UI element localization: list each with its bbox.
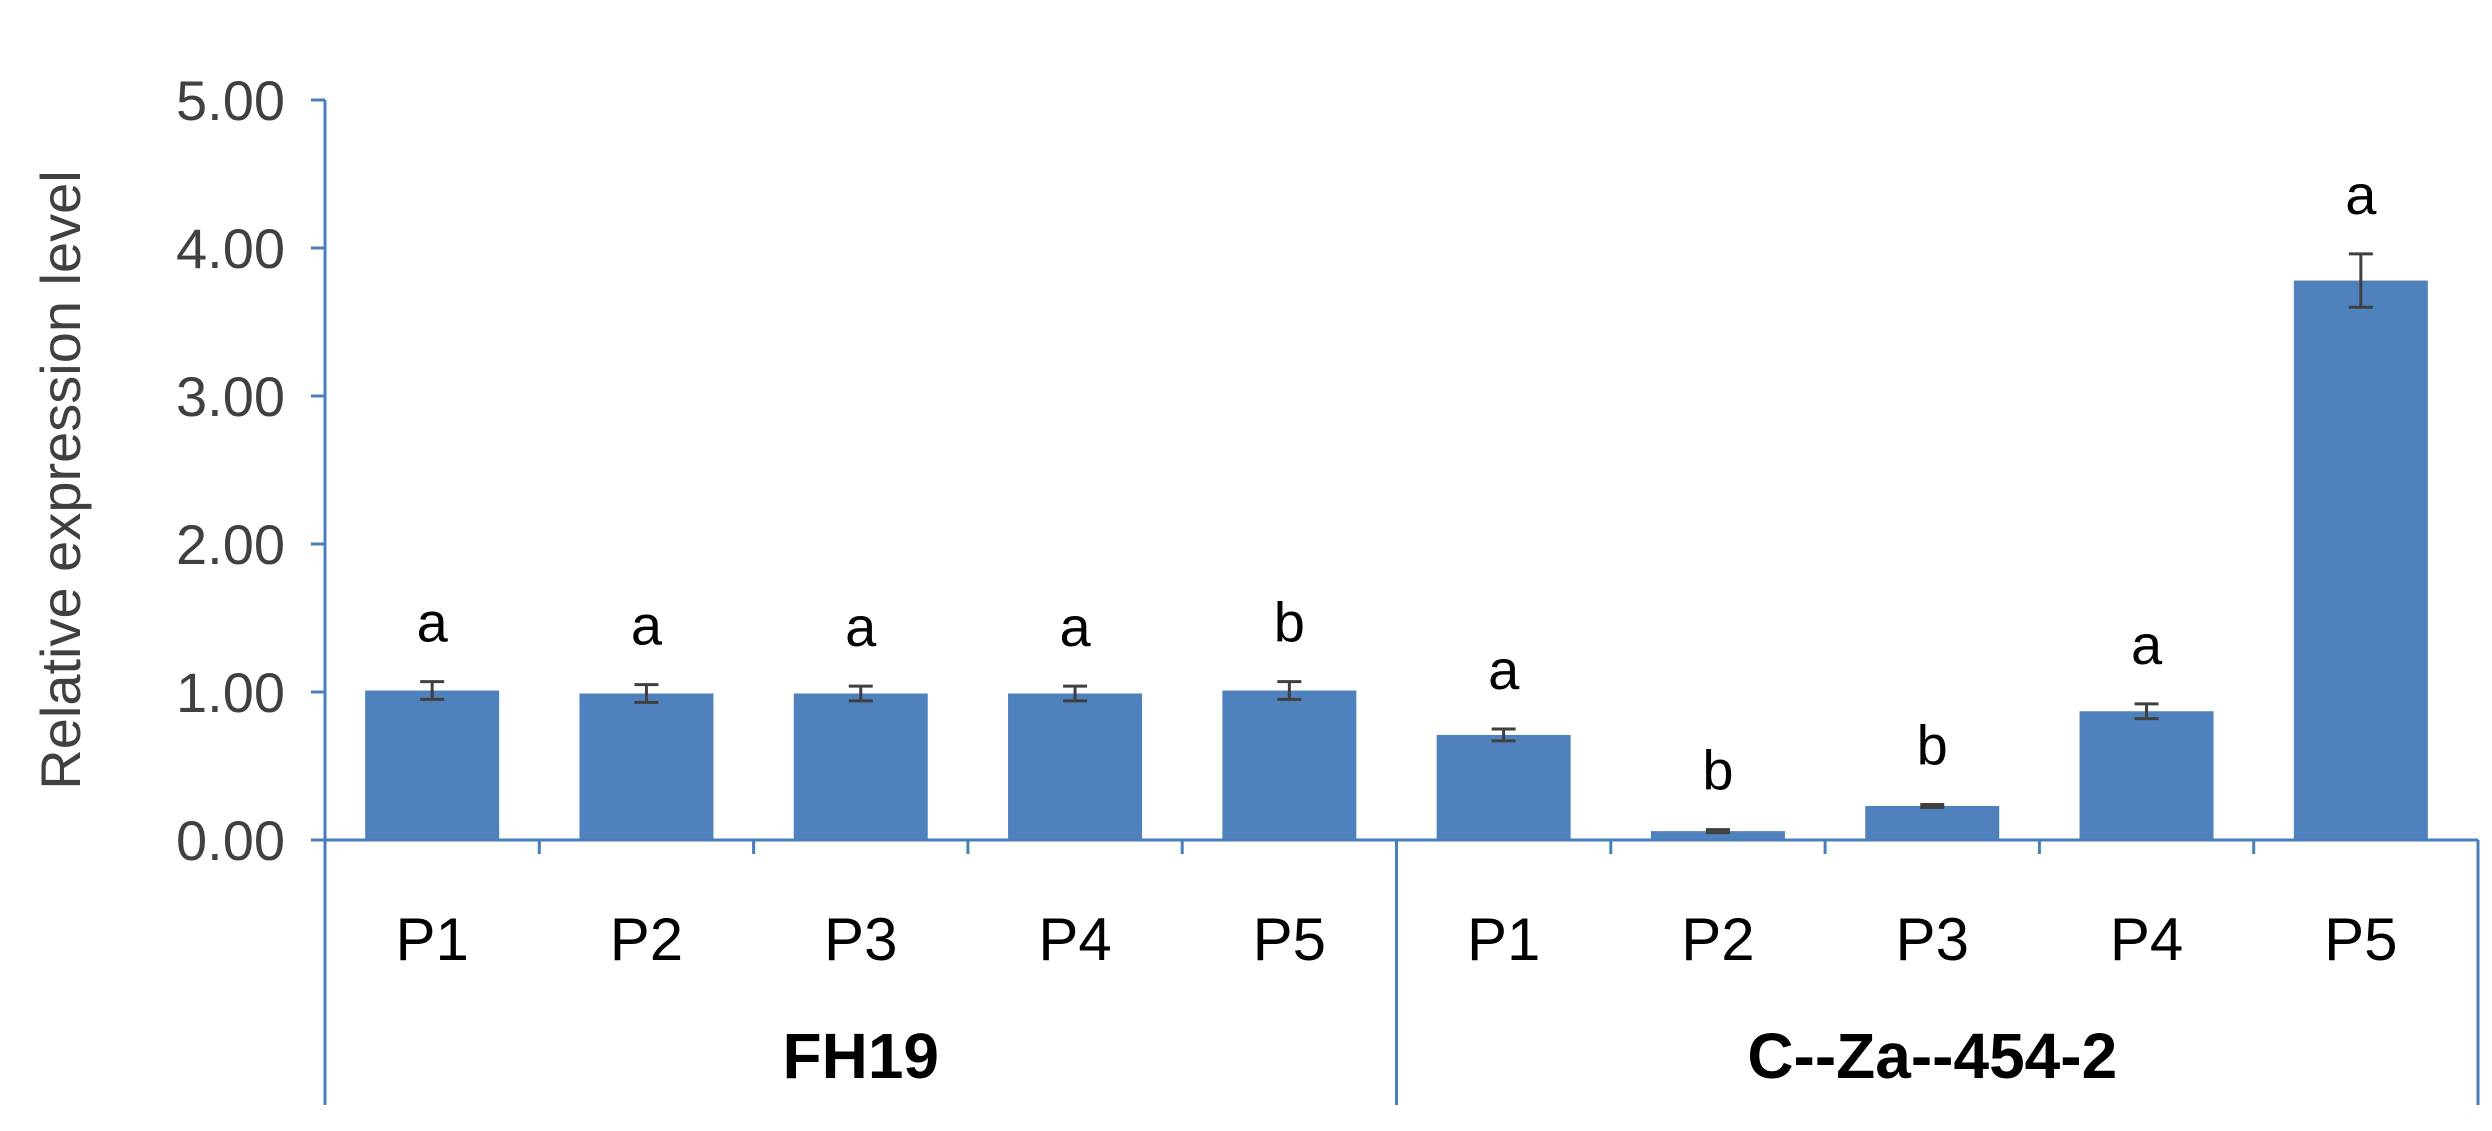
y-tick-label: 3.00 bbox=[176, 365, 285, 428]
category-label: P1 bbox=[1467, 906, 1540, 973]
y-tick-label: 4.00 bbox=[176, 217, 285, 280]
category-label: P3 bbox=[1896, 906, 1969, 973]
category-label: P5 bbox=[1253, 906, 1326, 973]
category-label: P2 bbox=[1681, 906, 1754, 973]
bar bbox=[365, 690, 500, 840]
bar bbox=[1436, 734, 1571, 840]
category-label: P2 bbox=[610, 906, 683, 973]
group-labels: FH19 C--Za--454-2 bbox=[783, 1020, 2118, 1092]
significance-letter: b bbox=[1702, 739, 1733, 802]
error-bars bbox=[420, 252, 2373, 835]
category-label: P5 bbox=[2324, 906, 2397, 973]
category-label: P3 bbox=[824, 906, 897, 973]
bar bbox=[2293, 280, 2428, 840]
y-tick-label: 2.00 bbox=[176, 513, 285, 576]
significance-letter: b bbox=[1274, 591, 1305, 654]
category-label: P1 bbox=[395, 906, 468, 973]
significance-letter: a bbox=[2131, 613, 2163, 676]
bar bbox=[1008, 693, 1143, 840]
bar bbox=[793, 693, 928, 840]
significance-letter: a bbox=[1059, 595, 1091, 658]
y-tick-label: 5.00 bbox=[176, 69, 285, 132]
bar bbox=[579, 693, 714, 840]
significance-letter: b bbox=[1917, 713, 1948, 776]
y-tick-label: 1.00 bbox=[176, 661, 285, 724]
bar bbox=[1222, 690, 1357, 840]
group-label: C--Za--454-2 bbox=[1747, 1020, 2117, 1092]
category-labels: P1 P2 P3 P4 P5 P1 P2 P3 P4 P5 bbox=[395, 906, 2397, 973]
y-tick-label: 0.00 bbox=[176, 809, 285, 872]
bar bbox=[2079, 711, 2214, 840]
y-axis-label: Relative expression level bbox=[29, 170, 92, 789]
significance-letter: a bbox=[1488, 638, 1520, 701]
category-label: P4 bbox=[1038, 906, 1111, 973]
category-label: P4 bbox=[2110, 906, 2183, 973]
significance-letter: a bbox=[845, 595, 877, 658]
bar bbox=[1865, 805, 2000, 840]
y-axis-ticks: 0.00 1.00 2.00 3.00 4.00 5.00 bbox=[176, 69, 325, 872]
group-label: FH19 bbox=[783, 1020, 940, 1092]
bars bbox=[365, 280, 2428, 840]
axes bbox=[323, 100, 2480, 1105]
significance-letter: a bbox=[631, 594, 663, 657]
significance-letter: a bbox=[417, 591, 449, 654]
significance-letter: a bbox=[2345, 163, 2377, 226]
bar bbox=[1650, 831, 1785, 840]
significance-labels: a a a a b a b b a a bbox=[417, 163, 2378, 802]
